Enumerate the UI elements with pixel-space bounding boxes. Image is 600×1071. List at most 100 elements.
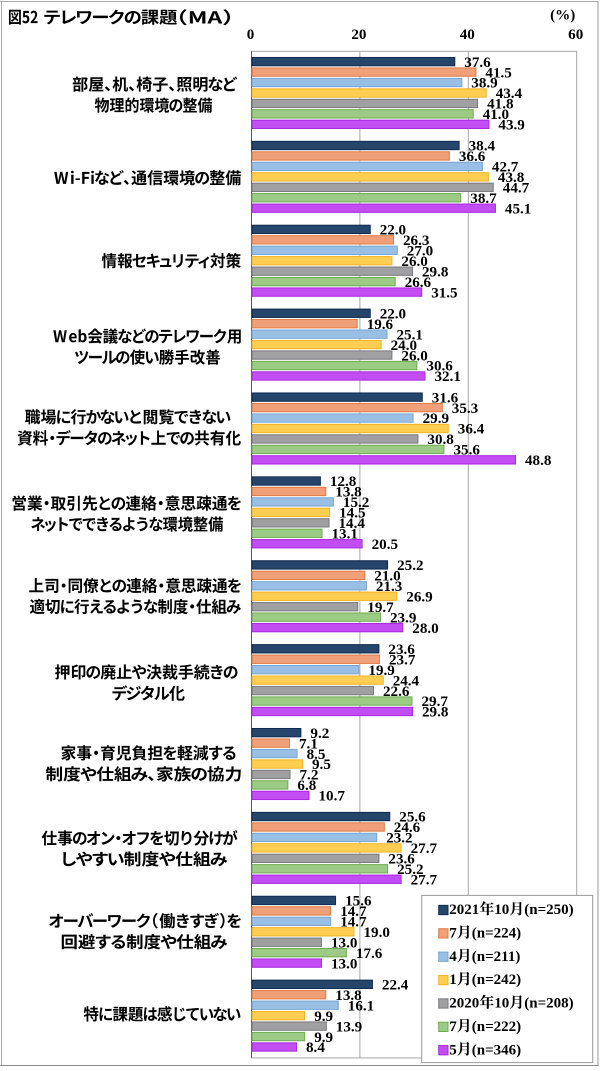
- svg-text:31.5: 31.5: [431, 285, 457, 301]
- svg-text:41.5: 41.5: [485, 65, 511, 81]
- svg-text:38.7: 38.7: [470, 191, 497, 207]
- svg-text:8.5: 8.5: [307, 747, 326, 763]
- svg-text:20: 20: [351, 27, 366, 43]
- svg-text:1: 1: [449, 972, 457, 988]
- svg-text:14.5: 14.5: [339, 506, 365, 522]
- svg-text:26.0: 26.0: [401, 348, 427, 364]
- svg-text:28.0: 28.0: [412, 621, 438, 637]
- svg-text:(%): (%): [550, 8, 575, 24]
- svg-text:4: 4: [449, 949, 457, 965]
- svg-text:13.1: 13.1: [332, 526, 358, 542]
- svg-text:38.4: 38.4: [469, 139, 496, 155]
- svg-text:19.6: 19.6: [367, 317, 394, 333]
- svg-text:48.8: 48.8: [525, 453, 552, 469]
- svg-text:40: 40: [460, 27, 475, 43]
- svg-text:36.4: 36.4: [458, 422, 485, 438]
- svg-text:30.8: 30.8: [427, 432, 454, 448]
- svg-text:29.8: 29.8: [422, 264, 449, 280]
- svg-text:27.7: 27.7: [411, 841, 438, 857]
- svg-text:20.5: 20.5: [372, 537, 398, 553]
- svg-text:13.8: 13.8: [335, 485, 362, 501]
- svg-text:13.9: 13.9: [336, 1019, 362, 1035]
- svg-text:14.7: 14.7: [340, 904, 367, 920]
- svg-text:13.0: 13.0: [331, 956, 357, 972]
- svg-text:25.6: 25.6: [399, 810, 426, 826]
- svg-text:26.6: 26.6: [405, 275, 432, 291]
- svg-text:23.7: 23.7: [389, 652, 416, 668]
- svg-text:24.4: 24.4: [393, 673, 420, 689]
- svg-text:23.6: 23.6: [388, 642, 415, 658]
- svg-text:13.0: 13.0: [331, 935, 357, 951]
- svg-text:29.8: 29.8: [422, 705, 449, 721]
- svg-text:0: 0: [247, 27, 255, 43]
- svg-text:35.3: 35.3: [452, 401, 479, 417]
- svg-text:24.6: 24.6: [394, 820, 421, 836]
- svg-text:(n=346): (n=346): [472, 1042, 521, 1058]
- svg-text:25.1: 25.1: [397, 327, 423, 343]
- svg-text:14.7: 14.7: [340, 915, 367, 931]
- svg-text:27.0: 27.0: [407, 243, 433, 259]
- svg-text:41.0: 41.0: [483, 107, 509, 123]
- svg-text:30.6: 30.6: [426, 359, 453, 375]
- svg-text:38.9: 38.9: [471, 76, 497, 92]
- svg-text:8.4: 8.4: [306, 1040, 325, 1056]
- svg-text:44.7: 44.7: [503, 181, 530, 197]
- svg-text:15.2: 15.2: [343, 495, 369, 511]
- svg-text:(n=222): (n=222): [472, 1019, 521, 1035]
- svg-text:17.6: 17.6: [356, 946, 383, 962]
- svg-text:(n=224): (n=224): [472, 925, 521, 941]
- svg-text:9.2: 9.2: [310, 726, 329, 742]
- svg-text:19.7: 19.7: [367, 600, 394, 616]
- svg-text:24.0: 24.0: [391, 338, 417, 354]
- svg-text:9.9: 9.9: [314, 1009, 333, 1025]
- svg-text:43.8: 43.8: [498, 170, 525, 186]
- svg-text:25.2: 25.2: [397, 862, 423, 878]
- svg-text:7.1: 7.1: [299, 736, 318, 752]
- svg-text:7: 7: [449, 1019, 457, 1035]
- svg-text:21.3: 21.3: [376, 579, 403, 595]
- svg-text:(n=242): (n=242): [472, 972, 521, 988]
- svg-text:22.4: 22.4: [382, 978, 409, 994]
- svg-text:31.6: 31.6: [432, 390, 459, 406]
- svg-text:32.1: 32.1: [435, 369, 461, 385]
- svg-text:21.0: 21.0: [374, 569, 400, 585]
- svg-text:2021: 2021: [449, 902, 479, 918]
- svg-text:(n=211): (n=211): [472, 949, 521, 965]
- svg-text:45.1: 45.1: [505, 201, 531, 217]
- svg-text:23.9: 23.9: [390, 610, 416, 626]
- svg-text:5: 5: [449, 1042, 457, 1058]
- svg-text:23.2: 23.2: [386, 831, 412, 847]
- svg-text:29.7: 29.7: [422, 694, 449, 710]
- svg-text:19.0: 19.0: [364, 925, 390, 941]
- svg-text:13.8: 13.8: [335, 988, 362, 1004]
- svg-text:(n=208): (n=208): [524, 996, 573, 1012]
- svg-text:12.8: 12.8: [330, 474, 357, 490]
- svg-text:26.9: 26.9: [406, 589, 432, 605]
- svg-text:35.6: 35.6: [454, 443, 481, 459]
- svg-text:10: 10: [494, 996, 509, 1012]
- svg-text:26.3: 26.3: [403, 233, 430, 249]
- svg-text:36.6: 36.6: [459, 149, 486, 165]
- svg-text:22.0: 22.0: [380, 223, 406, 239]
- svg-text:7.2: 7.2: [300, 768, 319, 784]
- svg-text:10.7: 10.7: [319, 789, 346, 805]
- svg-text:43.9: 43.9: [498, 118, 524, 134]
- svg-text:9.5: 9.5: [312, 757, 331, 773]
- svg-text:41.8: 41.8: [487, 97, 514, 113]
- svg-text:7: 7: [449, 925, 457, 941]
- svg-text:16.1: 16.1: [348, 998, 374, 1014]
- svg-text:6.8: 6.8: [297, 778, 316, 794]
- svg-text:10: 10: [494, 902, 509, 918]
- svg-text:43.4: 43.4: [496, 86, 523, 102]
- svg-text:15.6: 15.6: [345, 894, 372, 910]
- svg-text:37.6: 37.6: [464, 55, 491, 71]
- svg-text:60: 60: [568, 27, 583, 43]
- svg-text:9.9: 9.9: [314, 1030, 333, 1046]
- svg-text:29.9: 29.9: [423, 411, 449, 427]
- svg-text:42.7: 42.7: [492, 160, 519, 176]
- svg-text:22.6: 22.6: [383, 684, 410, 700]
- svg-text:27.7: 27.7: [411, 872, 438, 888]
- svg-text:2020: 2020: [449, 996, 479, 1012]
- svg-text:22.0: 22.0: [380, 306, 406, 322]
- svg-text:(n=250): (n=250): [524, 902, 573, 918]
